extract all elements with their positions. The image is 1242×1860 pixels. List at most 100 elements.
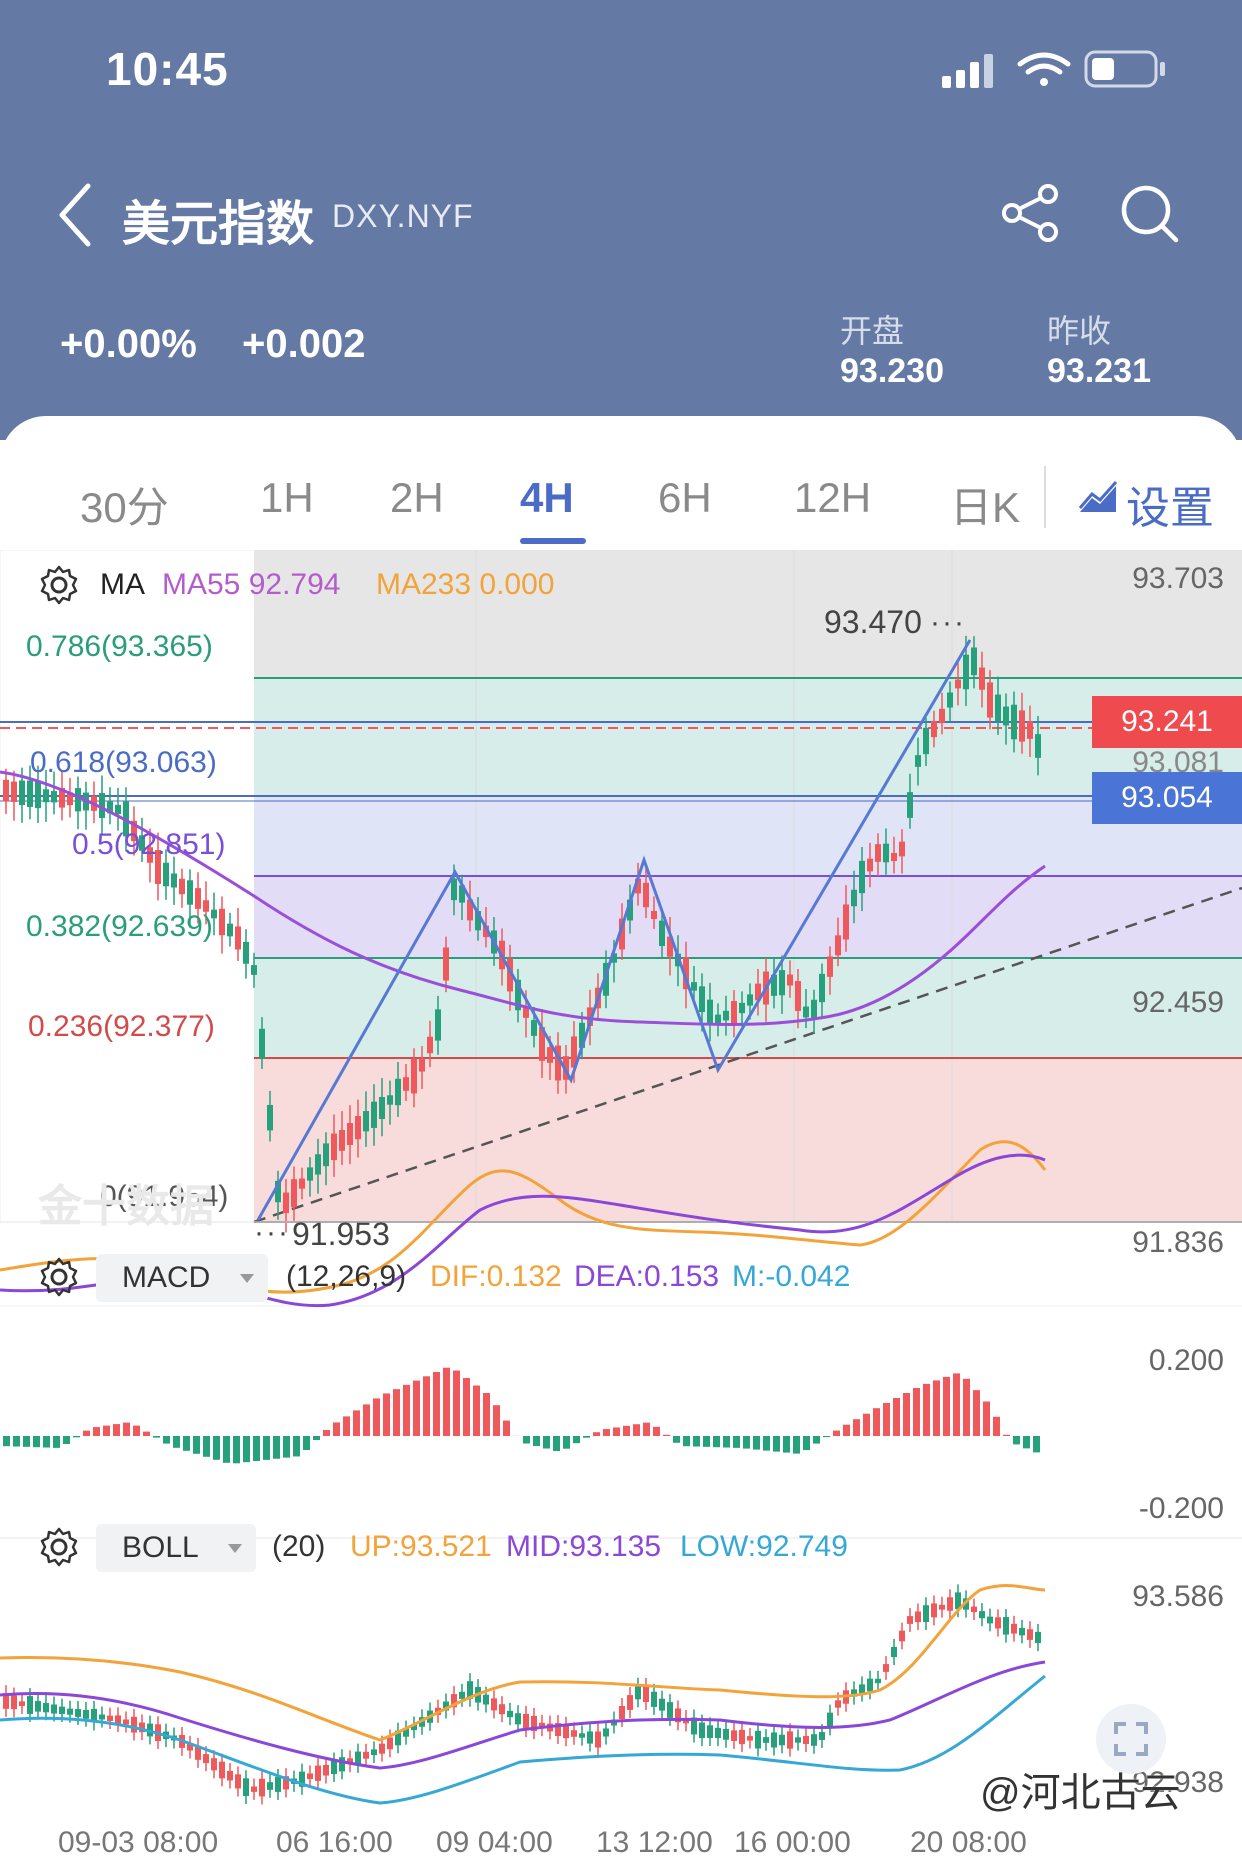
macd-bar <box>213 1436 220 1460</box>
macd-bar <box>193 1436 200 1454</box>
candle-body <box>707 1000 713 1025</box>
macd-bar <box>553 1436 560 1451</box>
boll-candle-body <box>331 1761 337 1774</box>
candle-body <box>115 805 121 814</box>
open-value: 93.230 <box>840 352 944 391</box>
boll-candle-body <box>619 1706 625 1719</box>
macd-bar <box>93 1427 100 1436</box>
settings-label: 设置 <box>1126 472 1214 536</box>
macd-bar <box>1023 1436 1030 1448</box>
tab-6h[interactable]: 6H <box>658 474 712 522</box>
page-title: 美元指数 <box>122 184 314 254</box>
candle-body <box>659 921 665 946</box>
candle-body <box>259 1029 265 1059</box>
boll-settings-gear-icon[interactable] <box>38 1526 80 1568</box>
boll-candle-body <box>51 1704 57 1713</box>
boll-mid-line <box>0 1662 1045 1768</box>
chart-area[interactable]: MA MA55 92.794 MA233 0.000 0.786(93.365)… <box>0 550 1242 1843</box>
prev-close-label: 昨收 <box>1047 306 1111 352</box>
macd-bar <box>893 1398 900 1436</box>
chevron-down-icon <box>240 1274 254 1283</box>
boll-candle-body <box>571 1730 577 1737</box>
chevron-down-icon <box>228 1544 242 1553</box>
boll-candle-body <box>723 1729 729 1740</box>
boll-candle-body <box>883 1664 889 1672</box>
macd-bar <box>483 1393 490 1436</box>
boll-indicator-dropdown[interactable]: BOLL <box>96 1524 256 1572</box>
boll-candle-body <box>307 1773 313 1779</box>
macd-bar <box>743 1436 750 1449</box>
macd-bar <box>413 1381 420 1436</box>
boll-candle-body <box>627 1695 633 1710</box>
x-axis-label-5: 20 08:00 <box>910 1826 1027 1860</box>
tab-12h[interactable]: 12H <box>794 474 871 522</box>
macd-bar <box>543 1436 550 1449</box>
boll-candle-body <box>563 1725 569 1738</box>
candle-body <box>779 970 785 995</box>
boll-candle-body <box>715 1728 721 1738</box>
candle-body <box>531 1020 537 1036</box>
macd-bar <box>853 1419 860 1436</box>
boll-candle-body <box>595 1731 601 1747</box>
tab-30min[interactable]: 30分 <box>80 474 169 535</box>
boll-candle-body <box>1035 1632 1041 1643</box>
macd-settings-gear-icon[interactable] <box>38 1256 80 1298</box>
current-price-tag: 93.241 <box>1092 696 1242 748</box>
macd-bar <box>753 1436 760 1450</box>
macd-bar <box>903 1393 910 1436</box>
macd-bar <box>723 1436 730 1448</box>
back-icon[interactable] <box>56 180 96 250</box>
open-label: 开盘 <box>840 306 904 352</box>
macd-params: (12,26,9) <box>286 1260 406 1294</box>
boll-candle-body <box>19 1701 25 1706</box>
candle-body <box>35 781 41 808</box>
fib-label-500: 0.5(92.851) <box>72 828 225 862</box>
tab-daily[interactable]: 日K <box>950 474 1022 535</box>
candle-body <box>403 1077 409 1091</box>
candle-body <box>299 1179 305 1189</box>
ma-settings-gear-icon[interactable] <box>38 564 80 606</box>
macd-bar <box>453 1371 460 1437</box>
tab-2h[interactable]: 2H <box>390 474 444 522</box>
macd-bar <box>1013 1436 1020 1444</box>
search-icon[interactable] <box>1116 180 1182 246</box>
macd-bar <box>623 1426 630 1436</box>
candle-body <box>891 853 897 861</box>
macd-bar <box>1003 1435 1010 1436</box>
candle-body <box>395 1079 401 1105</box>
app-header: 10:45 美元指数 DXY.NYF <box>0 0 1242 440</box>
candle-body <box>251 965 257 975</box>
candle-body <box>323 1143 329 1166</box>
boll-candle-body <box>59 1707 65 1714</box>
tab-4h[interactable]: 4H <box>520 474 574 522</box>
macd-bar <box>973 1390 980 1436</box>
macd-bar <box>763 1436 770 1451</box>
macd-bar <box>423 1376 430 1436</box>
macd-indicator-dropdown[interactable]: MACD <box>96 1254 268 1302</box>
boll-candle-body <box>699 1723 705 1739</box>
boll-candle-body <box>747 1736 753 1740</box>
macd-bar <box>953 1373 960 1436</box>
boll-candle-body <box>635 1686 641 1700</box>
status-icons <box>942 48 1182 92</box>
candle-body <box>243 942 249 964</box>
boll-candle-body <box>859 1684 865 1693</box>
candle-body <box>851 890 857 906</box>
macd-bar <box>313 1436 320 1440</box>
candle-body <box>859 861 865 893</box>
boll-candle-body <box>779 1735 785 1746</box>
candle-body <box>187 880 193 904</box>
share-icon[interactable] <box>998 180 1064 246</box>
boll-candle-body <box>507 1711 513 1717</box>
boll-candle-body <box>363 1752 369 1759</box>
candle-body <box>651 911 657 919</box>
candle-body <box>907 792 913 818</box>
macd-bar <box>933 1380 940 1436</box>
boll-candle-body <box>795 1737 801 1742</box>
boll-candle-body <box>803 1736 809 1744</box>
signal-icon <box>942 54 993 88</box>
candle-body <box>235 926 241 949</box>
tab-1h[interactable]: 1H <box>260 474 314 522</box>
boll-candle-body <box>907 1616 913 1624</box>
x-axis-label-2: 09 04:00 <box>436 1826 553 1860</box>
